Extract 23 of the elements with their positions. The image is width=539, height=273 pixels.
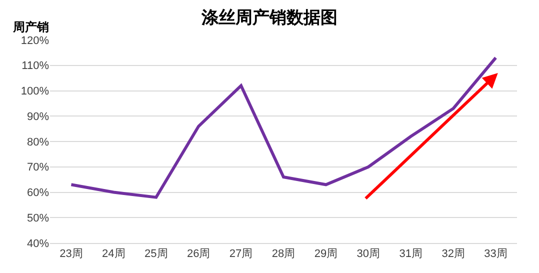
y-tick-label: 80% [26,136,50,148]
x-tick-label: 31周 [399,248,422,260]
y-axis-title: 周产销 [12,20,49,34]
x-tick-label: 24周 [102,248,126,260]
x-tick-label: 27周 [229,248,253,260]
x-tick-label: 28周 [272,248,296,260]
y-tick-label: 40% [26,238,50,250]
y-tick-label: 100% [20,86,50,98]
y-tick-label: 110% [22,60,50,72]
y-tick-label: 60% [26,187,50,200]
y-tick-label: 50% [26,212,50,224]
line-series [70,56,498,199]
x-tick-label: 26周 [186,248,210,260]
x-tick-label: 29周 [314,248,338,260]
y-tick-label: 90% [26,110,50,123]
chart-title: 涤丝周产销数据图 [200,8,338,27]
y-tick-label: 120% [20,34,50,47]
x-tick-label: 30周 [356,248,380,260]
x-tick-label: 33周 [484,248,508,260]
x-tick-label: 23周 [60,248,83,260]
x-tick-label: 32周 [442,248,465,260]
y-tick-label: 70% [26,162,50,174]
x-tick-label: 25周 [144,248,168,260]
